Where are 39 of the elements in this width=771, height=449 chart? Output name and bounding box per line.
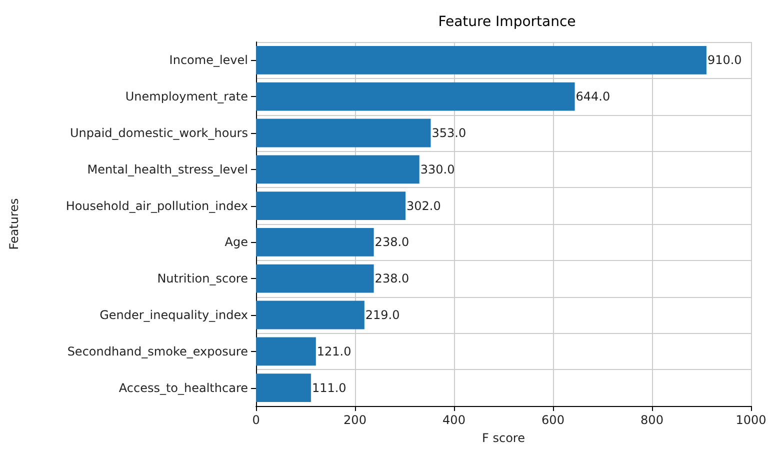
bar [256,264,374,293]
data-label: 238.0 [374,235,410,250]
y-tick-label: Age [224,235,248,250]
x-tick-label: 1000 [736,413,766,427]
bar [256,374,311,402]
x-tick-label: 400 [442,413,466,427]
data-label: 111.0 [312,380,346,395]
chart-title: Feature Importance [438,14,576,30]
data-label: 219.0 [365,308,400,322]
bar [256,155,420,184]
y-tick-label: Nutrition_score [157,272,248,286]
data-label: 330.0 [420,162,455,176]
data-label: 644.0 [576,90,610,104]
bar [256,300,364,330]
x-tick-label: 200 [344,413,366,427]
data-label: 238.0 [374,272,410,286]
y-tick-label: Access_to_healthcare [118,380,248,395]
data-label: 302.0 [406,198,441,213]
y-tick-label: Secondhand_smoke_exposure [67,344,248,358]
y-tick-label: Unpaid_domestic_work_hours [70,126,248,140]
data-label: 121.0 [316,344,352,358]
y-tick-label: Unemployment_rate [125,90,248,104]
data-label: 353.0 [432,126,466,140]
bar [256,228,374,256]
data-label: 910.0 [707,53,742,68]
y-tick-label: Mental_health_stress_level [87,162,248,176]
bar [256,118,431,148]
y-tick-label: Income_level [169,53,248,68]
bar [256,82,575,111]
x-tick-label: 0 [252,413,260,427]
y-tick-label: Gender_inequality_index [100,308,248,322]
y-tick-label: Household_air_pollution_index [66,198,248,213]
bar [256,337,316,366]
y-axis-title: Features [7,198,21,250]
bar [256,192,406,220]
x-tick-label: 600 [542,413,564,427]
x-axis-title: F score [482,431,525,445]
bar [256,46,706,74]
x-tick-label: 800 [640,413,664,427]
